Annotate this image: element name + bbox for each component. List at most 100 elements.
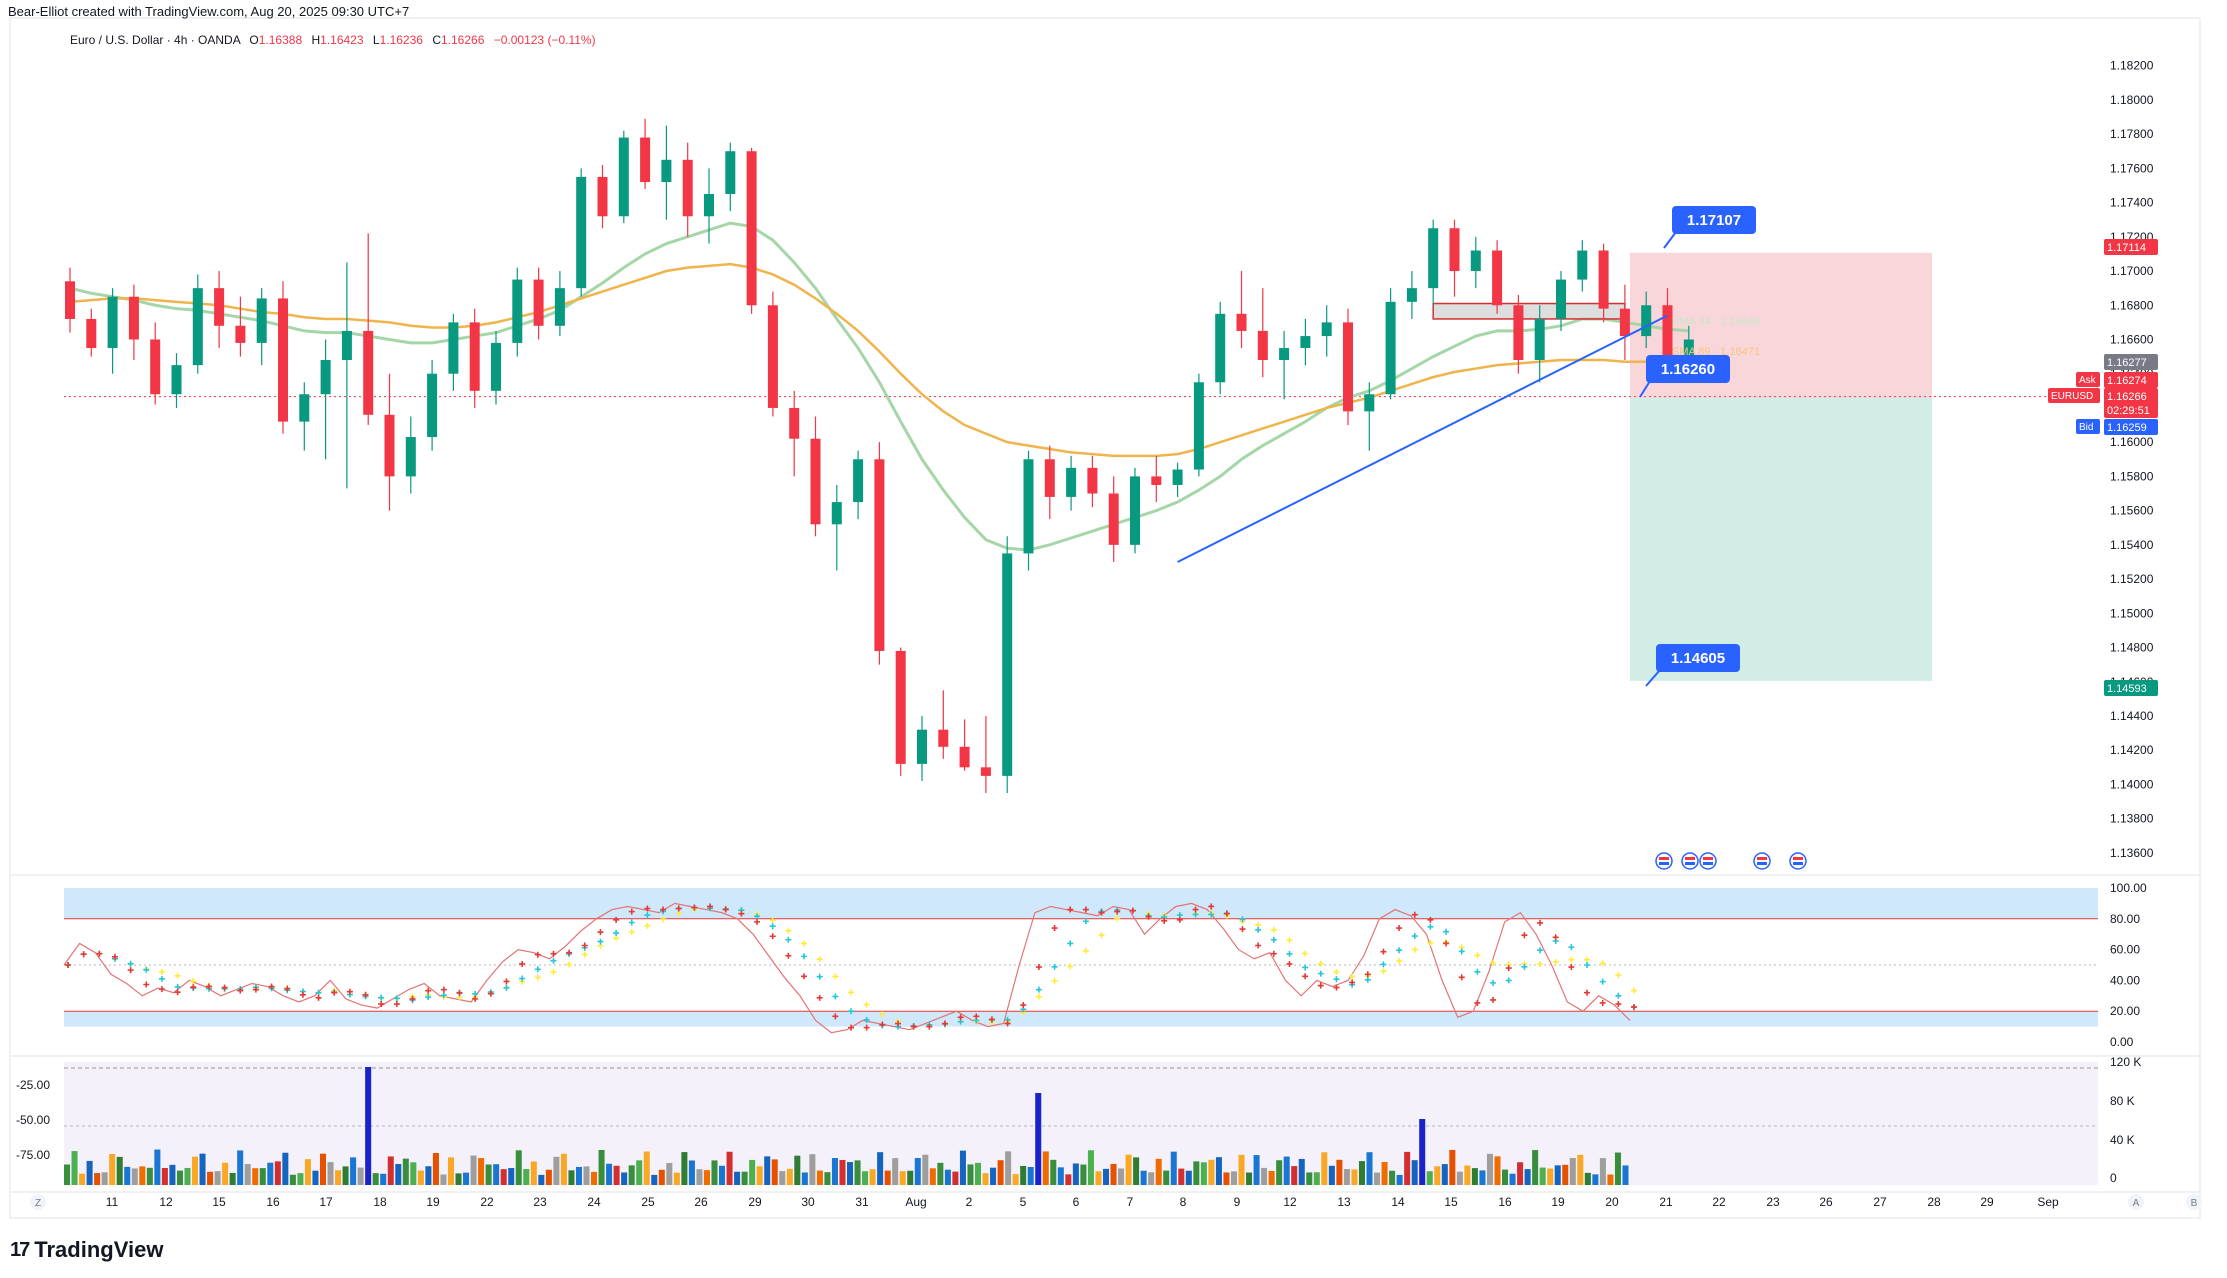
flag-icon	[1789, 852, 1807, 870]
volume-bar	[606, 1163, 613, 1185]
stoch-signal-mark	[613, 929, 620, 936]
price-tag-target-bg	[2104, 680, 2158, 696]
tv-brand-text: TradingView	[34, 1237, 164, 1262]
stoch-k-mark	[1584, 989, 1591, 996]
volume-bar	[500, 1169, 507, 1185]
tradingview-logo[interactable]: 17 TradingView	[10, 1237, 163, 1263]
stoch-tick-label: 20.00	[2110, 1004, 2140, 1018]
volume-bar	[1042, 1151, 1049, 1185]
volume-bar	[191, 1156, 199, 1185]
candle-body	[1321, 322, 1332, 337]
candle-body	[938, 729, 949, 747]
stoch-signal-mark	[1521, 963, 1528, 970]
low-value: 1.16236	[379, 33, 423, 47]
volume-bar	[847, 1162, 854, 1185]
candle-body	[320, 360, 331, 395]
stoch-slow-mark	[644, 922, 651, 929]
time-tick-label: 18	[373, 1195, 387, 1209]
candle-body	[1513, 305, 1524, 361]
symbol-title[interactable]: Euro / U.S. Dollar · 4h · OANDA	[70, 33, 241, 47]
stoch-slow-mark	[785, 927, 792, 934]
stoch-k-mark	[158, 986, 165, 993]
volume-bar	[1411, 1160, 1418, 1185]
flag-stripe	[1685, 857, 1695, 860]
flag-stripe	[1659, 857, 1669, 860]
stoch-slow-mark	[1051, 977, 1058, 984]
time-tick-label: 30	[801, 1195, 815, 1209]
volume-bar	[154, 1149, 161, 1185]
log-scale-button: B	[2191, 1198, 2198, 1209]
candle-body	[128, 296, 139, 340]
volume-bar	[372, 1173, 379, 1185]
stoch-k-mark	[1458, 974, 1465, 981]
volume-bar	[952, 1171, 959, 1185]
volume-bar	[899, 1171, 906, 1185]
candle-body	[917, 729, 927, 764]
stoch-slow-mark	[1584, 956, 1591, 963]
candle-body	[1556, 279, 1566, 319]
time-tick-label: 19	[1551, 1195, 1565, 1209]
stoch-slow-mark	[1568, 956, 1575, 963]
stoch-signal-mark	[1615, 992, 1622, 999]
volume-bar	[568, 1170, 575, 1185]
volume-bar	[786, 1168, 793, 1185]
candle-body	[469, 322, 480, 391]
volume-bar	[327, 1162, 334, 1185]
stoch-k-mark	[519, 960, 526, 967]
volume-bar	[1133, 1157, 1140, 1185]
candle-body	[618, 137, 629, 217]
volume-bar	[1456, 1171, 1463, 1185]
volume-bar	[463, 1172, 470, 1185]
volume-bar	[1102, 1168, 1110, 1185]
volume-bar	[417, 1170, 424, 1185]
stoch-slow-mark	[832, 973, 839, 980]
stoch-signal-mark	[1396, 947, 1403, 954]
volume-bar	[553, 1156, 560, 1185]
stoch-slow-mark	[1349, 973, 1356, 980]
volume-bar	[839, 1159, 846, 1185]
stoch-k-mark	[65, 962, 71, 968]
stoch-k-mark	[1129, 907, 1136, 914]
volume-bar	[703, 1170, 710, 1185]
volume-bar	[1554, 1165, 1561, 1185]
stoch-k-mark	[331, 989, 338, 996]
volume-bar	[1441, 1164, 1448, 1185]
stoch-k-mark	[362, 991, 369, 998]
volume-bar	[478, 1158, 485, 1185]
volume-bar	[719, 1165, 726, 1185]
time-tick-label: 28	[1927, 1195, 1941, 1209]
candle-body	[1087, 467, 1098, 494]
stoch-tick-label: 80.00	[2110, 912, 2140, 926]
volume-bar	[350, 1157, 357, 1185]
stoch-slow-mark	[1302, 950, 1309, 957]
stoch-signal-mark	[769, 923, 776, 930]
stoch-signal-mark	[1411, 933, 1418, 940]
stop-callout-text: 1.17107	[1687, 212, 1741, 229]
close-label: C	[432, 33, 441, 47]
stoch-fast-line	[63, 902, 1631, 1034]
stoch-signal-mark	[754, 913, 761, 920]
price-tick-label: 1.15600	[2110, 504, 2154, 518]
stoch-k-mark	[1035, 964, 1042, 971]
volume-bar	[199, 1153, 206, 1185]
stoch-signal-mark	[534, 966, 541, 973]
price-tick-label: 1.16800	[2110, 298, 2154, 312]
ask-price-tag-bg	[2104, 372, 2158, 388]
stoch-signal-mark	[816, 973, 823, 980]
stoch-k-mark	[472, 995, 479, 1002]
economic-event-icon	[1655, 852, 1673, 870]
time-tick-label: 9	[1234, 1195, 1241, 1209]
high-value: 1.16423	[320, 33, 364, 47]
ema34-line	[69, 221, 1689, 552]
volume-bar	[1471, 1168, 1478, 1185]
candle-body	[597, 176, 608, 217]
volume-bar	[1336, 1159, 1343, 1185]
stoch-signal-mark	[174, 983, 181, 990]
time-tick-label: 17	[319, 1195, 333, 1209]
volume-bar	[681, 1152, 688, 1185]
volume-bar	[402, 1158, 409, 1185]
price-tick-label: 1.17800	[2110, 127, 2154, 141]
stoch-signal-mark	[1599, 978, 1606, 985]
timezone-button-bg	[30, 1194, 46, 1210]
